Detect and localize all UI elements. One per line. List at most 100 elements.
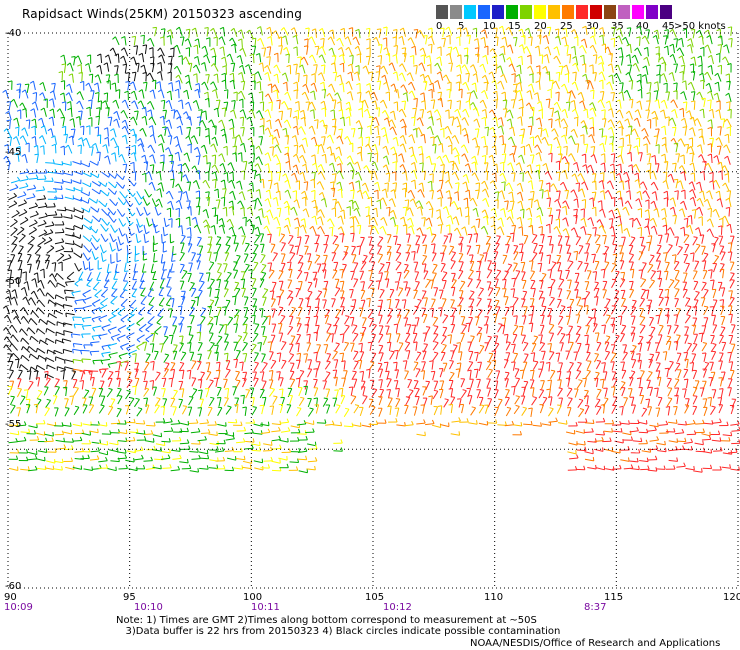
wind-barb-feather [717,35,722,38]
wind-barb-feather [555,218,560,221]
wind-barb [90,206,98,213]
wind-barb-feather [518,28,523,32]
wind-barb-feather [78,137,83,141]
wind-barb-feather [211,89,216,93]
wind-barb-feather [278,110,283,113]
wind-barb [278,271,284,280]
wind-barb-feather [561,134,565,138]
wind-barb [538,291,544,300]
wind-barb [620,146,623,156]
wind-barb [601,180,605,190]
wind-barb [565,236,570,246]
wind-barb-feather [685,233,690,236]
wind-barb [254,200,257,210]
wind-barb-feather [641,74,646,77]
wind-barb [458,253,464,263]
wind-barb [74,307,84,310]
wind-barb [422,47,427,57]
wind-barb-feather [303,45,308,47]
wind-barb [631,164,634,174]
wind-barb [468,92,472,102]
wind-barb-feather [680,200,684,205]
wind-barb-feather [299,171,304,175]
wind-barb [708,83,713,93]
wind-barb [547,189,550,199]
wind-barb-feather [439,128,444,131]
wind-barb [620,224,623,234]
wind-barb [116,118,120,128]
wind-barb [79,100,84,110]
wind-barb-feather [441,262,446,265]
wind-barb [629,54,632,64]
wind-barb [91,146,94,156]
wind-barb [29,213,39,218]
wind-barb-feather [22,271,27,274]
wind-barb [244,296,249,306]
wind-barb [167,126,171,136]
wind-barb-feather [280,233,285,236]
wind-barb [179,191,183,201]
wind-barb [241,72,245,82]
wind-barb-feather [492,117,497,120]
wind-barb-feather [598,179,603,183]
wind-barb [406,92,409,102]
wind-barb-feather [589,89,595,92]
wind-barb-feather [285,53,290,56]
wind-barb-feather [678,245,683,248]
wind-barb-feather [148,181,153,186]
wind-barb-feather [434,79,439,84]
wind-barb-feather [290,27,295,31]
wind-barb [26,196,36,200]
wind-barb [594,235,601,244]
wind-barb [348,107,352,117]
wind-barb [475,73,479,83]
wind-barb-feather [204,97,209,101]
wind-barb-feather [701,260,706,262]
wind-barb [232,262,238,271]
wind-barb-feather [511,172,516,174]
wind-barb [116,181,124,189]
wind-barb [65,134,68,144]
wind-barb [620,164,622,174]
wind-barb [179,264,185,274]
wind-barb [53,197,63,200]
wind-barb-feather [74,283,79,287]
wind-barb-feather [502,108,507,110]
wind-barb [691,152,694,162]
wind-barb-feather [693,270,698,272]
wind-barb [359,271,365,280]
wind-barb [482,99,487,109]
wind-barb-feather [411,45,416,49]
wind-barb [23,307,29,316]
wind-barb [719,263,725,273]
wind-barb-feather [377,55,382,57]
wind-barb [693,292,700,301]
wind-barb-feather [416,206,421,210]
wind-barb [496,36,499,46]
wind-barb-feather [102,144,107,148]
wind-barb-feather [102,100,106,104]
wind-barb-feather [375,107,380,110]
wind-barb [9,136,12,146]
wind-barb-feather [273,52,278,56]
wind-barb [24,89,29,99]
wind-barb-feather [162,126,167,129]
wind-barb [730,26,733,36]
wind-barb-feather [308,101,313,106]
wind-barb-feather [530,270,535,272]
wind-barb [354,200,360,210]
wind-barb [225,102,229,111]
wind-barb-feather [44,175,47,180]
wind-barb-feather [673,142,678,145]
wind-barb-feather [32,193,36,198]
wind-barb [216,263,222,273]
wind-barb-feather [553,226,558,230]
wind-barb [368,28,371,38]
wind-barb [180,164,183,174]
wind-barb-feather [472,207,477,211]
wind-barb-feather [632,62,637,67]
wind-barb-feather [443,235,448,237]
wind-barb [639,100,643,110]
wind-barb [439,118,442,128]
wind-barb [370,125,372,135]
